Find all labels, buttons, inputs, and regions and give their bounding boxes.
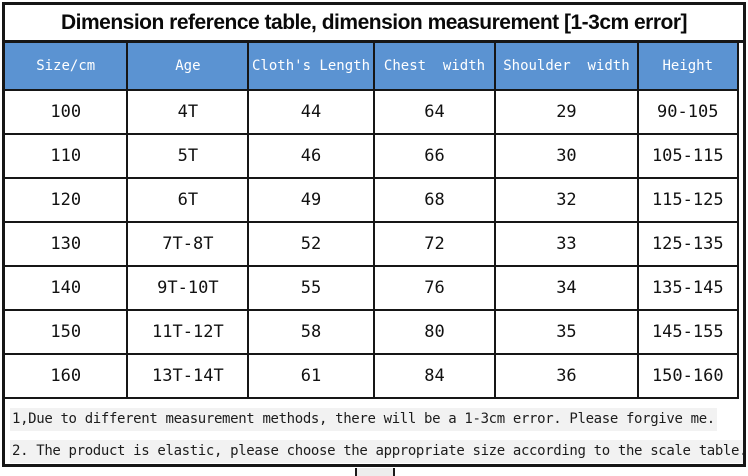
table-body: 100 4T 44 64 29 90-105 110 5T 46 66 30 105-115 120 6T… bbox=[5, 89, 740, 399]
table-row: 120 6T 49 68 32 115-125 bbox=[5, 177, 740, 223]
note-line: 1,Due to different measurement methods, … bbox=[10, 408, 738, 431]
size-table: Size/cm Age Cloth's Length Chest width Shoul… bbox=[5, 43, 740, 399]
outer-frame: Dimension reference table, dimension mea… bbox=[2, 2, 746, 467]
table-cell: 58 bbox=[247, 309, 375, 355]
table-cell: 49 bbox=[247, 177, 375, 223]
table-cell: 64 bbox=[372, 89, 497, 135]
table-cell: 6T bbox=[126, 177, 250, 223]
table-cell: 135-145 bbox=[636, 265, 740, 311]
table-row: 160 13T-14T 61 84 36 150-160 bbox=[5, 353, 740, 399]
table-cell: 13T-14T bbox=[126, 353, 250, 399]
table-cell: 84 bbox=[372, 353, 497, 399]
table-cell: 72 bbox=[372, 221, 497, 267]
table-cell: 29 bbox=[494, 89, 639, 135]
table-cell: 55 bbox=[247, 265, 375, 311]
table-cell: 120 bbox=[5, 177, 129, 223]
table-cell: 140 bbox=[5, 265, 129, 311]
table-cell: 90-105 bbox=[636, 89, 740, 135]
page-title: Dimension reference table, dimension mea… bbox=[5, 5, 743, 43]
table-cell: 11T-12T bbox=[126, 309, 250, 355]
table-cell: 46 bbox=[247, 133, 375, 179]
table-row: 130 7T-8T 52 72 33 125-135 bbox=[5, 221, 740, 267]
header-cell: Age bbox=[126, 43, 250, 91]
table-row: 140 9T-10T 55 76 34 135-145 bbox=[5, 265, 740, 311]
note-line: 2. The product is elastic, please choose… bbox=[10, 440, 743, 463]
note-text: 2. The product is elastic, please choose… bbox=[10, 440, 743, 463]
table-cell: 44 bbox=[247, 89, 375, 135]
table-cell: 61 bbox=[247, 353, 375, 399]
table-cell: 32 bbox=[494, 177, 639, 223]
table-cell: 33 bbox=[494, 221, 639, 267]
table-cell: 9T-10T bbox=[126, 265, 250, 311]
table-cell: 115-125 bbox=[636, 177, 740, 223]
header-cell: Shoulder width bbox=[494, 43, 639, 91]
table-cell: 130 bbox=[5, 221, 129, 267]
table-cell: 105-115 bbox=[636, 133, 740, 179]
table-row: 110 5T 46 66 30 105-115 bbox=[5, 133, 740, 179]
cropped-table-fragment bbox=[355, 468, 395, 476]
table-cell: 30 bbox=[494, 133, 639, 179]
header-cell: Height bbox=[636, 43, 740, 91]
table-cell: 80 bbox=[372, 309, 497, 355]
table-cell: 68 bbox=[372, 177, 497, 223]
table-cell: 110 bbox=[5, 133, 129, 179]
table-cell: 36 bbox=[494, 353, 639, 399]
table-cell: 66 bbox=[372, 133, 497, 179]
table-row: 100 4T 44 64 29 90-105 bbox=[5, 89, 740, 135]
table-cell: 145-155 bbox=[636, 309, 740, 355]
table-row: 150 11T-12T 58 80 35 145-155 bbox=[5, 309, 740, 355]
table-cell: 125-135 bbox=[636, 221, 740, 267]
table-cell: 35 bbox=[494, 309, 639, 355]
table-cell: 5T bbox=[126, 133, 250, 179]
table-cell: 7T-8T bbox=[126, 221, 250, 267]
table-cell: 4T bbox=[126, 89, 250, 135]
header-cell: Size/cm bbox=[5, 43, 129, 91]
notes-section: 1,Due to different measurement methods, … bbox=[5, 399, 743, 463]
table-cell: 76 bbox=[372, 265, 497, 311]
table-cell: 150-160 bbox=[636, 353, 740, 399]
note-text: 1,Due to different measurement methods, … bbox=[10, 408, 717, 431]
table-cell: 34 bbox=[494, 265, 639, 311]
table-cell: 150 bbox=[5, 309, 129, 355]
header-row: Size/cm Age Cloth's Length Chest width Shoul… bbox=[5, 43, 740, 91]
header-cell: Cloth's Length bbox=[247, 43, 375, 91]
table-cell: 52 bbox=[247, 221, 375, 267]
table-cell: 100 bbox=[5, 89, 129, 135]
header-cell: Chest width bbox=[372, 43, 497, 91]
table-cell: 160 bbox=[5, 353, 129, 399]
